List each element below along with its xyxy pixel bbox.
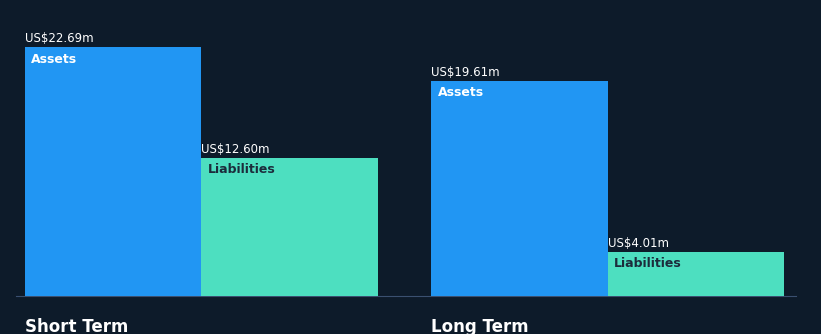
Text: Assets: Assets [31, 53, 77, 66]
Text: US$4.01m: US$4.01m [608, 236, 668, 249]
Text: Assets: Assets [438, 87, 484, 100]
Text: Long Term: Long Term [431, 318, 529, 334]
FancyBboxPatch shape [25, 47, 201, 296]
FancyBboxPatch shape [201, 158, 378, 296]
Text: US$12.60m: US$12.60m [201, 143, 269, 156]
Text: Short Term: Short Term [25, 318, 128, 334]
Text: Liabilities: Liabilities [208, 163, 276, 176]
FancyBboxPatch shape [431, 81, 608, 296]
Text: Liabilities: Liabilities [614, 257, 682, 270]
FancyBboxPatch shape [608, 252, 784, 296]
Text: US$19.61m: US$19.61m [431, 66, 500, 79]
Text: US$22.69m: US$22.69m [25, 32, 94, 45]
